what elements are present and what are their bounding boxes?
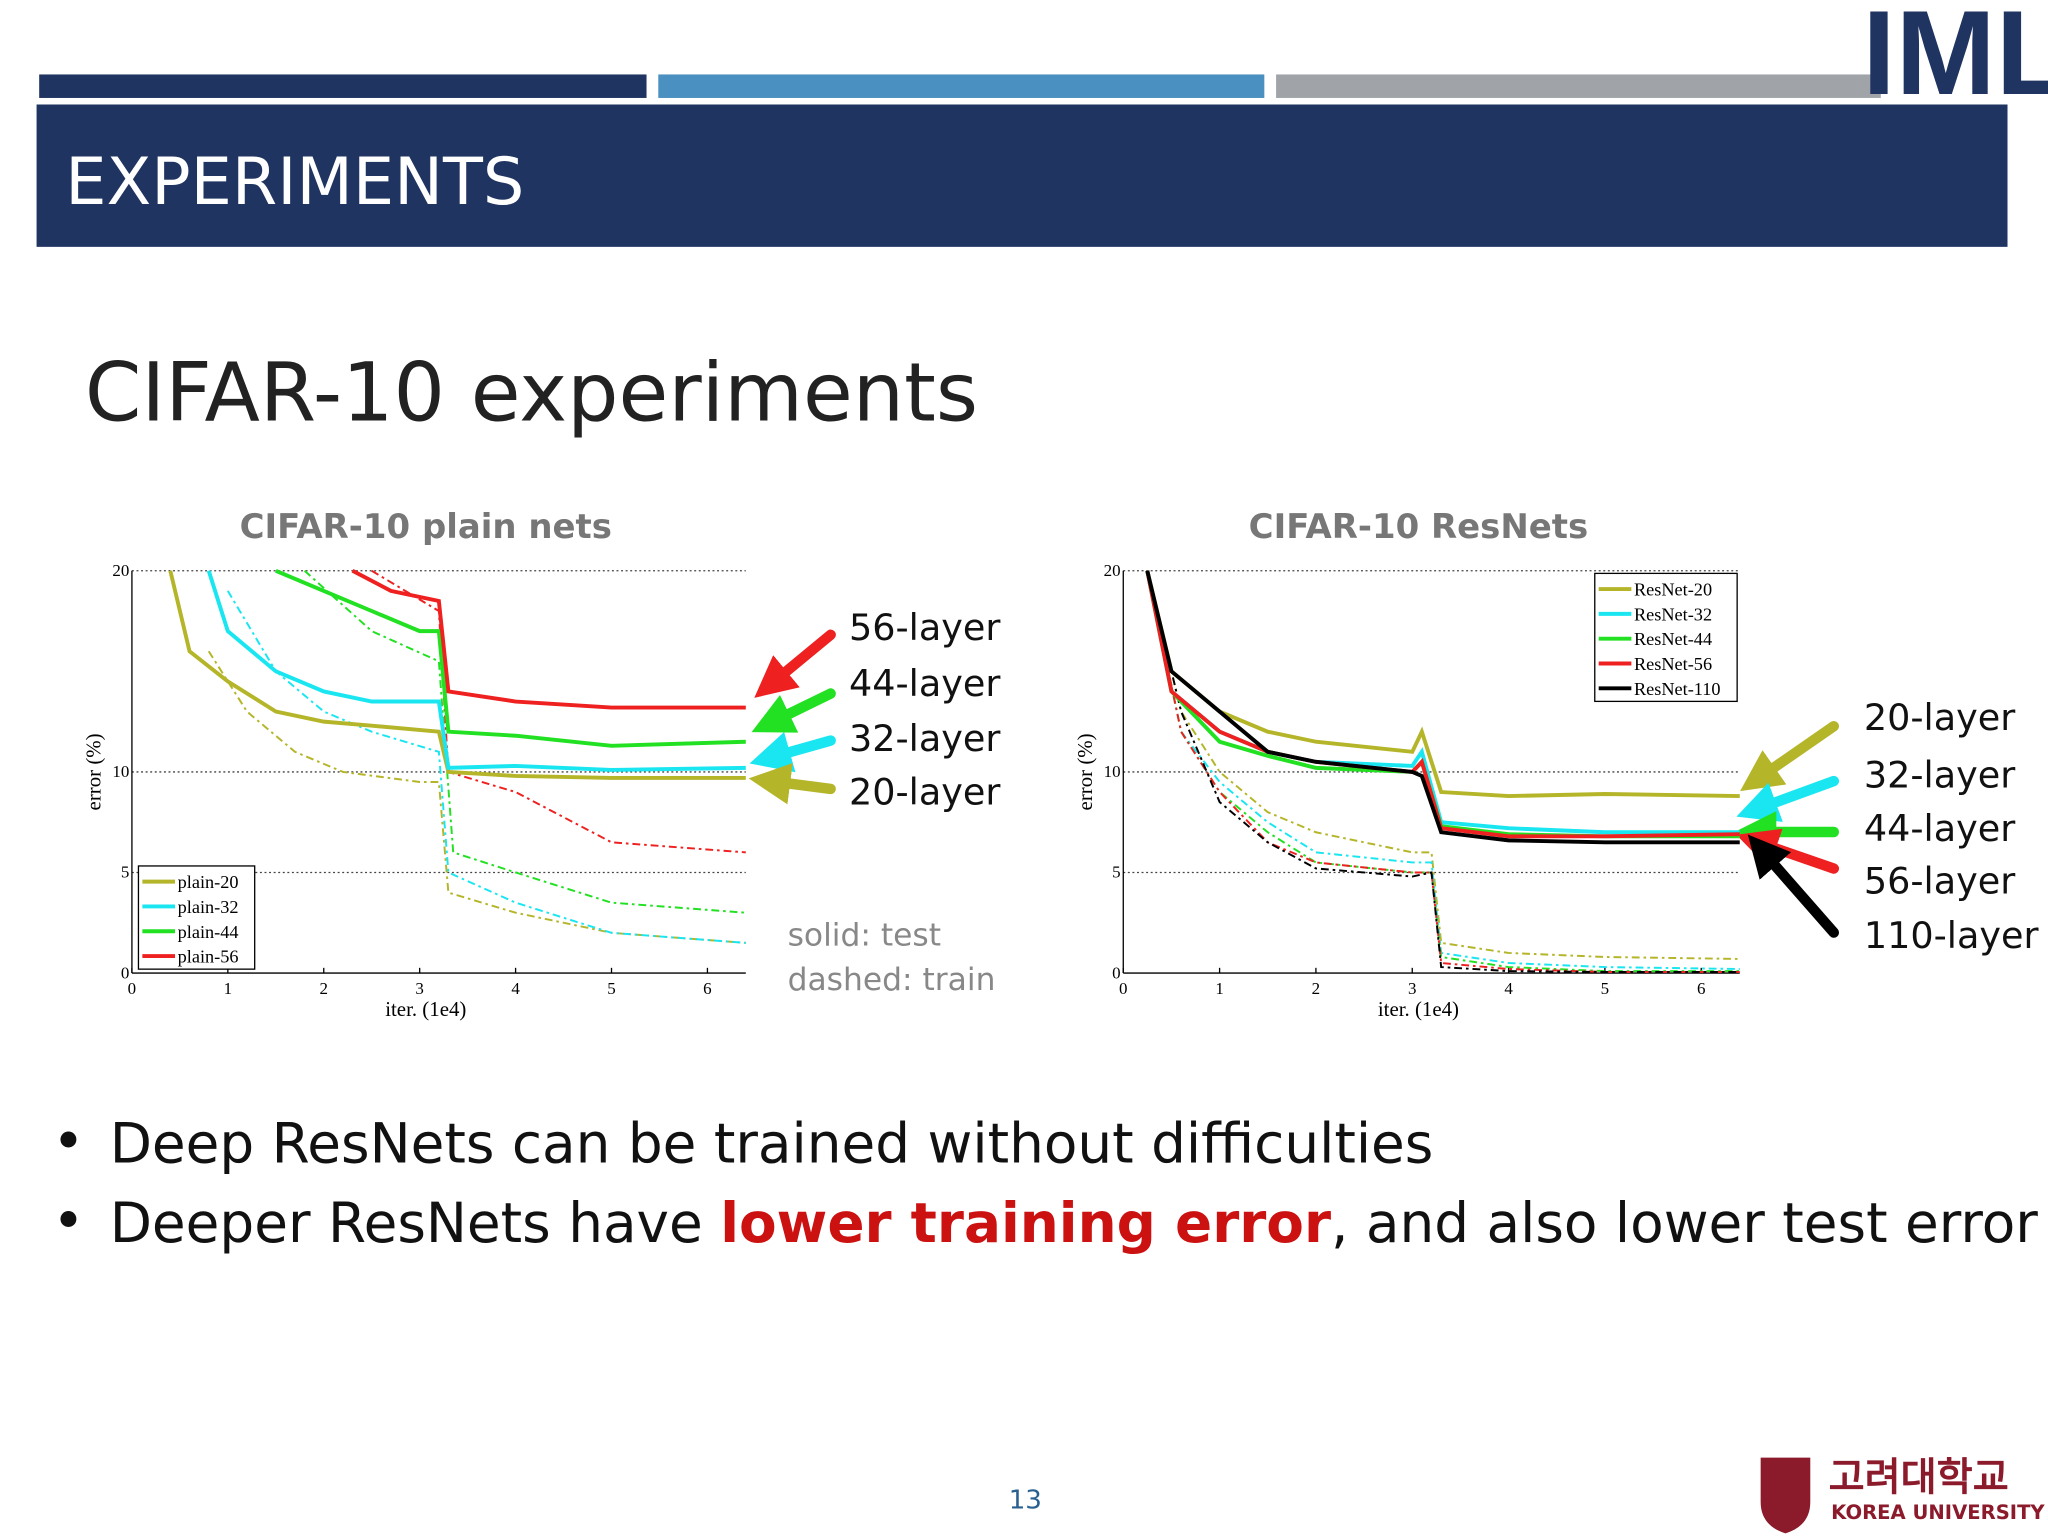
train-line: [1146, 570, 1740, 973]
y-axis-label: error (%): [82, 733, 106, 810]
note: solid: test: [788, 918, 941, 954]
test-line: [168, 570, 746, 780]
chart-title: CIFAR-10 plain nets: [240, 507, 612, 547]
header-band: [36, 104, 2008, 247]
x-tick-label: 5: [607, 979, 615, 998]
y-tick-label: 0: [121, 963, 129, 982]
legend-label: plain-44: [178, 922, 239, 942]
page-number: 13: [1009, 1486, 1042, 1516]
train-line: [303, 570, 746, 914]
y-axis-label: error (%): [1073, 733, 1097, 810]
train-line: [1146, 570, 1740, 973]
y-tick-label: 5: [121, 863, 129, 882]
x-tick-label: 6: [1697, 979, 1705, 998]
annotation: 32-layer: [849, 717, 1001, 760]
annotation: 20-layer: [1864, 696, 2016, 739]
bullet-text: , and also lower test error: [1331, 1191, 2038, 1255]
university-crest: [1760, 1457, 1811, 1534]
bullet: Deep ResNets can be trained without diff…: [110, 1111, 1434, 1175]
bullet-highlight: lower training error: [720, 1191, 1331, 1255]
test-line: [275, 568, 746, 748]
bullet-marker: •: [52, 1189, 84, 1253]
train-line: [226, 590, 746, 944]
x-tick-label: 3: [1408, 979, 1416, 998]
annotation: 44-layer: [849, 662, 1001, 705]
y-tick-label: 20: [112, 561, 129, 580]
y-tick-label: 5: [1112, 863, 1120, 882]
x-axis-label: iter. (1e4): [1378, 997, 1459, 1021]
legend-label: ResNet-44: [1634, 629, 1712, 649]
legend-label: ResNet-32: [1634, 604, 1712, 624]
bullet-text: Deeper ResNets have: [110, 1191, 721, 1255]
y-tick-label: 0: [1112, 963, 1120, 982]
x-axis-label: iter. (1e4): [385, 997, 466, 1021]
bullet-text: Deep ResNets can be trained without diff…: [110, 1111, 1434, 1175]
y-tick-label: 10: [112, 762, 129, 781]
x-tick-label: 0: [1119, 979, 1127, 998]
bullet-marker: •: [52, 1109, 84, 1173]
train-line: [1146, 570, 1740, 973]
bullet: Deeper ResNets have lower training error…: [110, 1191, 2039, 1255]
x-tick-label: 0: [128, 979, 136, 998]
legend-label: plain-32: [178, 897, 239, 917]
x-tick-label: 1: [1215, 979, 1223, 998]
slide-title: CIFAR-10 experiments: [85, 347, 978, 441]
test-line: [206, 570, 746, 772]
legend-label: plain-20: [178, 872, 239, 892]
annotation: 32-layer: [1864, 754, 2016, 797]
logo: IML: [1862, 0, 2048, 120]
x-tick-label: 2: [1312, 979, 1320, 998]
university-korean: 고려대학교: [1829, 1455, 2009, 1500]
x-tick-label: 1: [224, 979, 232, 998]
legend-label: plain-56: [178, 947, 239, 967]
university-english: KOREA UNIVERSITY: [1831, 1501, 2045, 1524]
arrows: [748, 629, 1840, 938]
train-line: [207, 650, 746, 944]
chart-title: CIFAR-10 ResNets: [1249, 507, 1589, 547]
x-tick-label: 2: [320, 979, 328, 998]
top-bar: [658, 74, 1265, 98]
legend-label: ResNet-110: [1634, 679, 1721, 699]
annotation: 20-layer: [849, 771, 1001, 814]
test-line: [351, 569, 746, 710]
annotation: 44-layer: [1864, 807, 2016, 850]
annotation: 56-layer: [849, 606, 1001, 649]
annotation: 56-layer: [1864, 859, 2016, 902]
legend-label: ResNet-20: [1634, 580, 1712, 600]
top-bar: [1276, 74, 1881, 98]
x-tick-label: 4: [1504, 979, 1513, 998]
annotation: 110-layer: [1864, 914, 2040, 957]
train-line: [1146, 570, 1740, 970]
x-tick-label: 3: [415, 979, 423, 998]
legend-label: ResNet-56: [1634, 654, 1712, 674]
test-line: [1145, 570, 1740, 845]
note: dashed: train: [788, 962, 996, 998]
train-line: [1146, 570, 1740, 960]
top-bar: [39, 74, 647, 98]
y-tick-label: 20: [1104, 561, 1121, 580]
header-title: EXPERIMENTS: [65, 144, 524, 220]
y-tick-label: 10: [1104, 762, 1121, 781]
x-tick-label: 5: [1601, 979, 1609, 998]
x-tick-label: 6: [703, 979, 711, 998]
x-tick-label: 4: [511, 979, 520, 998]
train-line: [371, 569, 746, 854]
